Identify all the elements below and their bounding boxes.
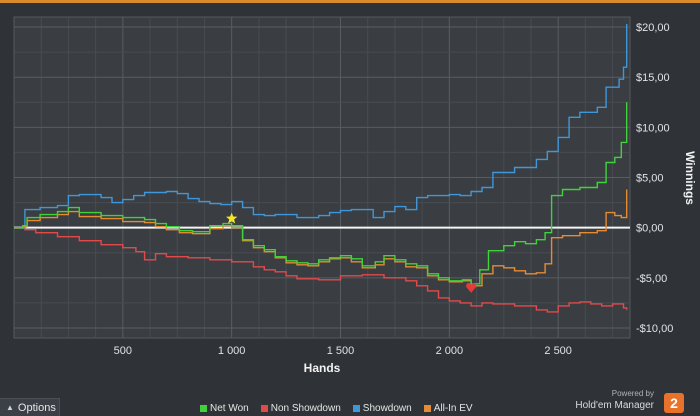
options-label: Options: [17, 401, 56, 414]
x-axis-ticks: 500 1 000 1 500 2 000 2 500: [114, 345, 572, 357]
min-heart-icon: [466, 282, 477, 293]
series-line-net-won: [14, 102, 628, 285]
chart-markers: [226, 212, 477, 293]
winnings-chart: 500 1 000 1 500 2 000 2 500 $20,00 $15,00 $10,…: [13, 16, 697, 375]
y-tick-label: $20,00: [636, 22, 670, 34]
y-tick-label: $10,00: [636, 122, 670, 134]
options-button[interactable]: ▲ Options: [0, 398, 60, 416]
brand-name: Hold'em Manager: [575, 400, 654, 411]
chevron-up-icon: ▲: [6, 403, 14, 412]
x-tick-label: 2 000: [436, 345, 464, 357]
brand-powered-text: Powered by: [611, 389, 654, 398]
chart-legend: Net Won Non Showdown Showdown All-In EV: [200, 401, 520, 415]
x-tick-label: 1 000: [218, 345, 246, 357]
y-tick-label: -$10,00: [636, 323, 673, 335]
legend-label: Net Won: [210, 402, 249, 414]
x-tick-label: 1 500: [327, 345, 355, 357]
legend-item[interactable]: Showdown: [352, 402, 412, 414]
legend-swatch: [352, 404, 360, 412]
y-tick-label: $15,00: [636, 72, 670, 84]
legend-item[interactable]: All-In EV: [423, 402, 473, 414]
y-tick-label: -$5,00: [636, 273, 667, 285]
brand-badge: Powered by Hold'em Manager 2: [574, 389, 684, 415]
x-tick-label: 2 500: [544, 345, 572, 357]
series-lines: [14, 24, 628, 313]
x-axis-title: Hands: [304, 361, 341, 375]
max-star-icon: [226, 212, 238, 224]
y-axis-ticks: $20,00 $15,00 $10,00 $5,00 $0,00 -$5,00 -$10,0…: [636, 22, 673, 335]
legend-swatch: [423, 404, 431, 412]
y-tick-label: $5,00: [636, 173, 664, 185]
legend-label: Non Showdown: [270, 402, 341, 414]
y-axis-title: Winnings: [683, 151, 697, 205]
hem-logo-icon: 2: [664, 393, 684, 413]
legend-swatch: [200, 404, 207, 412]
legend-item[interactable]: Net Won: [200, 403, 249, 414]
series-line-showdown: [14, 24, 628, 229]
series-line-non-showdown: [14, 227, 628, 313]
legend-label: All-In EV: [433, 402, 473, 414]
legend-label: Showdown: [362, 402, 412, 414]
legend-swatch: [260, 404, 268, 412]
legend-item[interactable]: Non Showdown: [260, 402, 341, 414]
x-tick-label: 500: [114, 345, 132, 357]
y-tick-label: $0,00: [636, 223, 664, 235]
